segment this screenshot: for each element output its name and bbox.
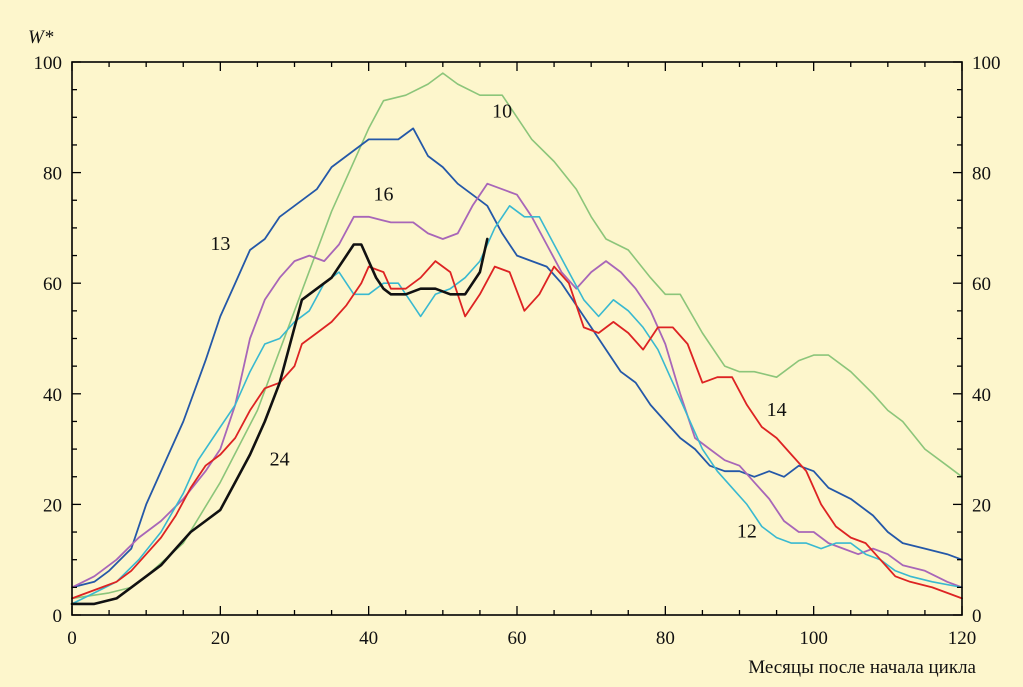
y-tick-label-right: 80 bbox=[972, 164, 991, 185]
series-line-10 bbox=[71, 72, 963, 600]
y-tick-label-left: 60 bbox=[43, 274, 62, 295]
y-tick-label-right: 20 bbox=[972, 495, 991, 516]
y-axis-title: W* bbox=[28, 27, 54, 48]
y-tick-label-left: 80 bbox=[43, 164, 62, 185]
x-tick-label: 40 bbox=[359, 628, 378, 649]
y-tick-label-left: 40 bbox=[43, 385, 62, 406]
y-tick-label-right: 60 bbox=[972, 274, 991, 295]
x-tick-label: 60 bbox=[508, 628, 527, 649]
series-line-16 bbox=[71, 182, 963, 589]
y-tick-label-left: 100 bbox=[34, 53, 63, 74]
y-tick-label-left: 0 bbox=[53, 606, 63, 627]
series-label-16: 16 bbox=[374, 183, 394, 205]
series-label-14: 14 bbox=[767, 399, 787, 421]
y-tick-label-right: 100 bbox=[972, 53, 1001, 74]
series-line-14 bbox=[71, 260, 963, 600]
series-label-24: 24 bbox=[270, 449, 290, 471]
series-label-13: 13 bbox=[210, 233, 230, 255]
x-tick-label: 20 bbox=[211, 628, 230, 649]
x-axis-title: Месяцы после начала цикла bbox=[748, 657, 976, 678]
series-label-12: 12 bbox=[737, 521, 757, 543]
x-tick-label: 100 bbox=[799, 628, 828, 649]
x-tick-label: 0 bbox=[67, 628, 77, 649]
y-tick-label-right: 40 bbox=[972, 385, 991, 406]
series-line-12 bbox=[71, 205, 963, 605]
series-line-13 bbox=[71, 127, 963, 589]
labels-layer: 10 13 16 12 14 24 bbox=[210, 100, 786, 542]
x-tick-label: 120 bbox=[948, 628, 977, 649]
y-tick-label-left: 20 bbox=[43, 495, 62, 516]
series-layer bbox=[70, 72, 963, 606]
series-label-10: 10 bbox=[492, 100, 512, 122]
x-tick-label: 80 bbox=[656, 628, 675, 649]
series-line-24 bbox=[70, 237, 489, 606]
y-tick-label-right: 0 bbox=[972, 606, 982, 627]
